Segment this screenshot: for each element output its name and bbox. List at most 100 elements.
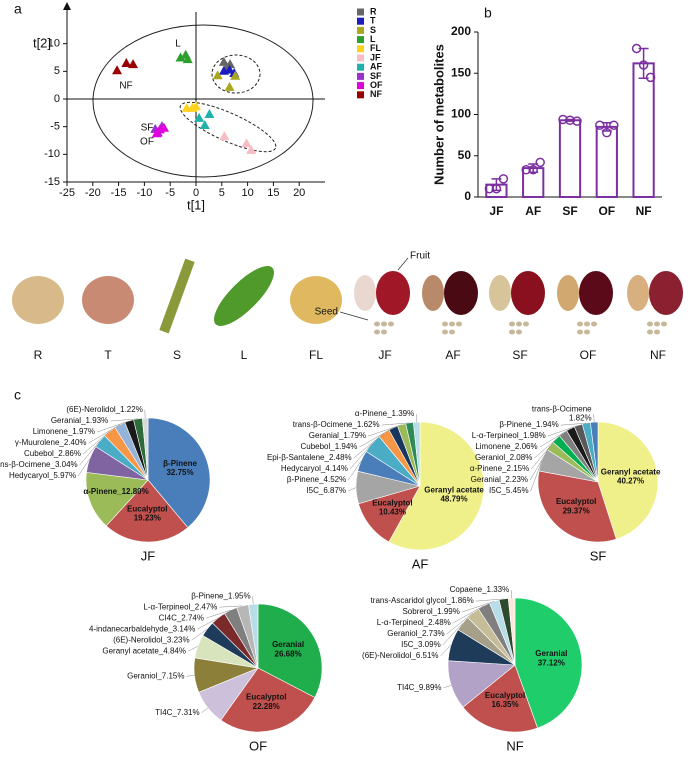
photo <box>489 275 511 311</box>
pie-slice <box>514 597 583 729</box>
legend-swatch <box>357 72 364 80</box>
x-tick-label: SF <box>562 204 577 218</box>
legend-label: JF <box>370 52 381 62</box>
annotation-line <box>397 257 409 271</box>
y-tick-label: -10 <box>44 148 60 160</box>
photo-annotation: Seed <box>315 307 338 318</box>
cluster-ellipse <box>211 54 261 94</box>
leader-line <box>252 596 254 605</box>
annotation: SF <box>141 123 154 134</box>
pie-slice <box>388 421 485 551</box>
y-tick-label: 50 <box>458 148 472 162</box>
photo <box>159 258 195 334</box>
photo <box>354 275 376 311</box>
slice-label: TI4C_7.31% <box>155 708 199 717</box>
photo <box>511 271 545 315</box>
legend-swatch <box>357 91 364 99</box>
point <box>121 58 132 68</box>
photo <box>516 329 522 335</box>
slice-label: Eucalyptol 10.43% <box>372 498 412 516</box>
y-tick-label: 0 <box>464 189 471 203</box>
pie-slice <box>220 667 316 733</box>
photo <box>577 329 583 335</box>
slice-label: β-Pinene_4.52% <box>287 475 346 484</box>
x-tick-label: -25 <box>59 187 75 199</box>
data-point <box>609 120 619 130</box>
slice-label: I5C_3.09% <box>401 640 441 649</box>
slice-label: (6E)-Nerolidol_3.23% <box>113 635 189 644</box>
data-point <box>535 157 545 168</box>
slice-label: β-Pinene_1.95% <box>191 591 250 600</box>
legend-swatch <box>357 45 364 53</box>
photo-label: SF <box>512 348 527 362</box>
slice-label: Epi-β-Santalene_2.48% <box>267 453 352 462</box>
point <box>112 65 123 75</box>
y-tick-label: -5 <box>50 121 60 133</box>
point <box>182 54 193 64</box>
annotation: OF <box>140 137 154 148</box>
x-tick-label: -10 <box>136 187 152 199</box>
photo <box>647 329 653 335</box>
photo <box>649 271 683 315</box>
legend-swatch <box>357 63 364 71</box>
legend-swatch <box>357 36 364 44</box>
pie-title: NF <box>506 738 523 753</box>
photo <box>444 271 478 315</box>
slice-label: Eucalyptol 19.23% <box>127 505 167 523</box>
pie-slice <box>597 421 659 540</box>
slice-label: 4-indanecarbaldehyde_3.14% <box>89 624 195 633</box>
slice-label: γ-Muurolene_2.40% <box>15 438 87 447</box>
leader-line <box>547 425 579 437</box>
data-point <box>645 72 656 83</box>
photo <box>449 329 455 335</box>
photo-label: S <box>173 348 181 362</box>
slice-label: I5C_6.87% <box>306 486 346 495</box>
point <box>230 70 241 80</box>
leader-line <box>219 605 243 608</box>
data-point <box>558 114 568 125</box>
group-ellipse <box>92 24 314 178</box>
photo-label: AF <box>445 348 460 362</box>
photo <box>381 321 387 327</box>
photo <box>584 321 590 327</box>
photo <box>579 271 613 315</box>
photo <box>516 321 522 327</box>
annotation: NF <box>119 81 132 92</box>
data-point <box>528 165 538 175</box>
slice-label: Copaene_1.33% <box>450 585 510 594</box>
photo <box>509 329 515 335</box>
slice-label: Geranial_1.79% <box>309 431 366 440</box>
photo <box>376 271 410 315</box>
x-tick-label: 15 <box>267 187 279 199</box>
x-tick-label: -20 <box>85 187 101 199</box>
slice-label: L-α-Terpineol_1.98% <box>472 431 546 440</box>
photo <box>523 321 529 327</box>
y-tick-label: -15 <box>44 176 60 188</box>
pie-slice <box>257 603 323 698</box>
slice-label: β-Pinene 32.75% <box>163 459 197 477</box>
photo <box>654 321 660 327</box>
point <box>159 122 170 132</box>
data-point <box>498 174 509 184</box>
bar <box>558 119 582 198</box>
leader-line <box>201 707 209 713</box>
slice-label: Geraniol_2.73% <box>387 629 444 638</box>
slice-label: Hedycaryol_5.97% <box>9 471 76 480</box>
pie-slice <box>142 417 149 481</box>
slice-label: Geranyl acetate 48.79% <box>424 485 484 503</box>
legend-label: T <box>370 16 376 26</box>
point <box>199 120 210 130</box>
legend-label: L <box>370 34 376 44</box>
slice-label: L-α-Terpineol_2.47% <box>143 602 217 611</box>
data-point <box>491 184 502 194</box>
slice-label: β-Pinene_1.94% <box>499 420 558 429</box>
axis-arrow <box>63 2 71 10</box>
data-point <box>572 116 582 126</box>
leader-line <box>461 601 495 613</box>
photo <box>577 321 583 327</box>
point <box>224 81 235 91</box>
leader-line <box>186 675 195 677</box>
point <box>241 138 252 148</box>
legend-label: NF <box>370 89 382 99</box>
slice-label: Geranyl acetate_4.84% <box>102 646 186 655</box>
